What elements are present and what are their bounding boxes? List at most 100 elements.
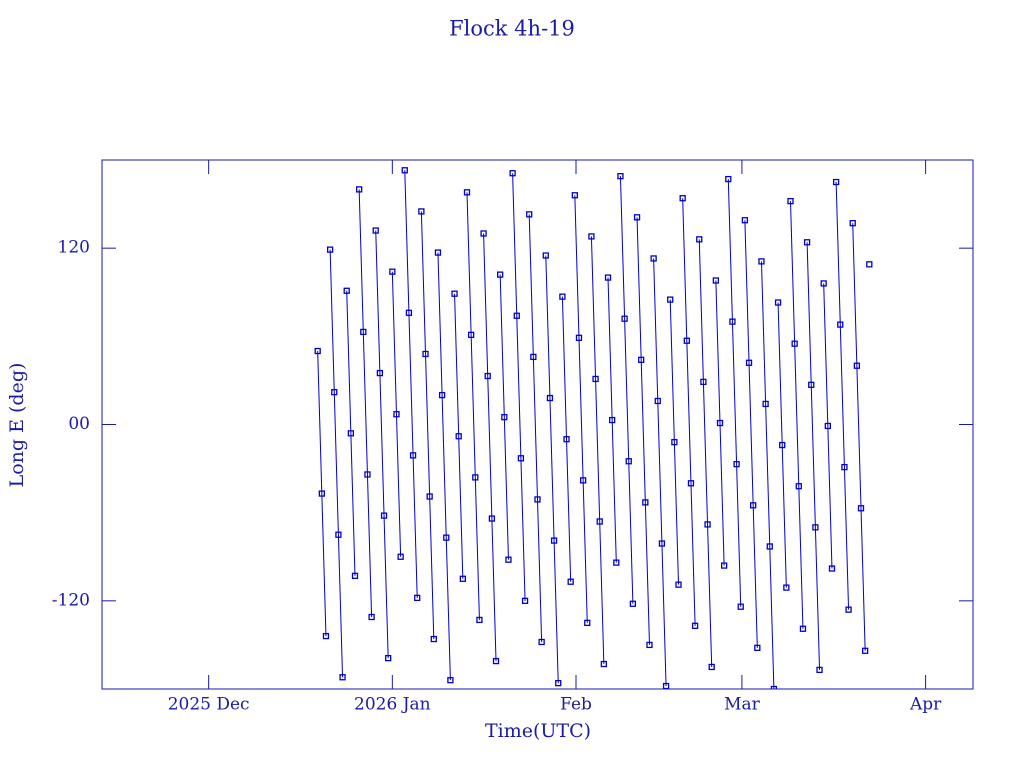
point-marker [683,337,690,344]
point-marker [866,261,873,268]
point-marker [667,296,674,303]
point-marker [604,274,612,281]
point-marker [459,575,466,582]
point-marker [579,477,587,484]
point-marker [791,340,798,347]
point-marker [467,331,475,339]
point-marker [438,391,446,399]
point-marker [505,556,512,563]
point-marker [617,173,624,180]
point-marker [849,220,856,227]
point-marker [360,328,367,336]
point-marker [430,635,437,643]
point-marker [774,299,782,306]
y-tick-label: -120 [52,590,90,610]
point-marker [679,195,686,202]
point-marker [409,452,417,459]
point-marker [476,616,483,624]
point-marker [339,674,346,681]
point-marker [762,400,769,408]
point-marker [675,581,682,588]
point-marker [434,249,442,256]
point-marker [633,214,641,221]
point-marker [654,397,661,405]
point-marker [609,416,616,424]
point-marker [642,499,649,506]
point-marker [480,230,487,237]
point-marker [331,389,338,396]
x-axis-label: Time(UTC) [485,720,591,742]
point-marker [351,572,359,580]
chart-title: Flock 4h-19 [449,17,575,41]
point-marker [808,381,815,388]
point-marker [588,233,595,240]
point-marker [422,350,429,358]
point-marker [853,362,861,369]
point-marker [571,192,578,199]
point-marker [696,236,703,243]
point-marker [451,290,458,297]
point-marker [405,309,413,316]
point-marker [741,217,749,224]
point-marker [559,293,566,300]
point-marker [824,422,831,430]
point-marker [521,597,529,604]
point-marker [820,280,827,287]
point-marker [380,512,388,519]
point-marker [828,565,836,572]
point-marker [322,632,330,640]
x-tick-label: 2025 Dec [168,695,250,715]
point-marker [845,606,852,613]
point-marker [638,356,645,363]
series-line [318,170,870,689]
point-marker [563,436,570,443]
point-marker [575,334,583,341]
point-marker [787,197,794,205]
point-marker [567,578,574,585]
point-marker [625,458,632,465]
point-marker [758,258,765,265]
point-marker [401,167,408,174]
x-tick-label: 2026 Jan [354,695,431,715]
point-marker [368,613,375,621]
point-marker [687,480,695,487]
point-marker [364,471,371,478]
point-marker [526,211,533,218]
point-marker [600,660,608,668]
point-marker [584,619,591,627]
point-marker [862,647,869,654]
point-marker [538,638,545,646]
point-marker [326,246,334,253]
point-marker [509,170,516,177]
point-marker [426,493,433,500]
point-marker [546,394,554,402]
point-marker [550,537,558,544]
point-marker [534,496,541,503]
point-marker [708,663,715,671]
point-marker [613,559,620,566]
point-marker [443,534,450,541]
point-marker [530,353,537,361]
point-marker [729,318,736,325]
point-marker [803,239,811,246]
point-marker [712,277,719,284]
point-marker [704,521,711,528]
point-marker [447,677,454,684]
point-marker [816,666,823,674]
point-marker [488,515,496,522]
point-marker [343,287,350,294]
point-marker [662,682,670,689]
y-axis-label: Long E (deg) [6,363,28,488]
point-marker [770,685,778,689]
x-tick-label: Feb [560,695,592,715]
point-marker [629,600,637,607]
point-marker [347,430,355,437]
point-marker [650,255,657,262]
y-tick-label: 120 [58,238,90,258]
point-marker [376,369,384,377]
point-marker [779,441,786,449]
point-marker [356,186,363,193]
point-marker [691,622,699,629]
point-marker [658,540,666,547]
